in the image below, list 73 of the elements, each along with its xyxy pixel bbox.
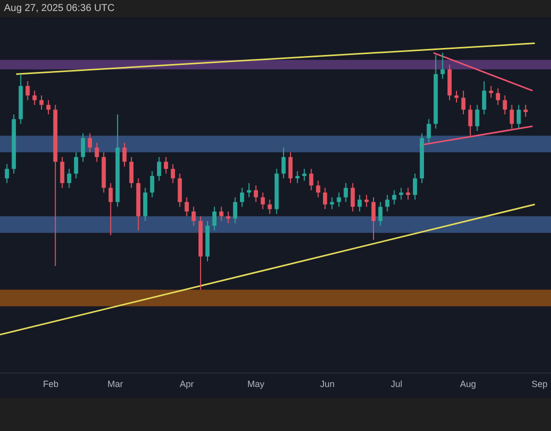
- candlestick: [358, 194, 362, 212]
- candlestick: [496, 88, 500, 106]
- candlestick: [67, 168, 72, 188]
- candlestick: [26, 80, 30, 101]
- candlestick: [322, 187, 328, 210]
- candlestick: [399, 187, 404, 200]
- candlestick: [260, 192, 265, 210]
- candlestick: [150, 170, 154, 198]
- candlestick: [488, 85, 494, 98]
- candlestick: [178, 173, 182, 208]
- candlestick: [510, 104, 514, 130]
- x-tick-label: Feb: [42, 379, 58, 389]
- x-tick-label: Mar: [108, 379, 124, 389]
- candlestick: [406, 187, 410, 200]
- candlestick: [233, 196, 238, 224]
- candlestick: [350, 182, 355, 212]
- candlestick: [32, 90, 37, 106]
- candlestick: [364, 194, 369, 208]
- candlestick: [4, 164, 9, 184]
- candlestick: [412, 173, 418, 200]
- candlestick: [461, 90, 466, 115]
- candlestick: [295, 170, 300, 184]
- candlestick: [157, 156, 162, 182]
- candlestick: [426, 118, 431, 144]
- candlestick: [371, 196, 376, 240]
- candlestick: [302, 168, 306, 182]
- candlestick: [94, 142, 99, 162]
- x-tick-label: Apr: [180, 379, 194, 389]
- x-tick-label: Sep: [531, 379, 548, 389]
- candlestick: [143, 187, 148, 222]
- candlestick: [385, 194, 390, 212]
- candlestick: [88, 132, 92, 153]
- candlestick: [268, 199, 272, 214]
- candlestick: [240, 187, 244, 208]
- candlestick: [170, 164, 175, 184]
- x-tick-label: May: [247, 379, 265, 389]
- candlestick: [46, 100, 50, 115]
- candlestick: [108, 182, 113, 236]
- candlestick: [219, 206, 224, 222]
- candlestick: [482, 80, 486, 115]
- candlestick: [502, 94, 507, 115]
- candlestick: [74, 152, 78, 179]
- candlestick: [330, 196, 334, 210]
- candlestick: [254, 184, 258, 203]
- candlestick: [336, 192, 341, 208]
- x-tick-label: Jul: [390, 379, 402, 389]
- candlestick: [164, 156, 168, 174]
- candlestick: [392, 190, 396, 205]
- candlestick: [454, 90, 459, 104]
- candlestick: [440, 52, 445, 80]
- candlestick: [468, 104, 472, 136]
- candlestick: [309, 168, 314, 191]
- text: Aug 27, 2025 06:36 UTC: [4, 3, 115, 14]
- candlestick: [184, 196, 189, 217]
- x-tick-label: Aug: [460, 379, 476, 389]
- candlestick: [60, 156, 64, 188]
- candlestick: [344, 182, 348, 203]
- candlestick: [288, 152, 293, 184]
- candlestick: [226, 211, 230, 224]
- candlestick: [122, 142, 127, 167]
- candlestick: [378, 202, 382, 226]
- candlestick: [316, 180, 320, 198]
- x-tick-label: Jun: [320, 379, 335, 389]
- candlestick: [475, 104, 480, 132]
- candlestick: [39, 94, 44, 110]
- candlestick: [281, 147, 286, 179]
- candlestick: [192, 206, 196, 226]
- candlestick: [246, 182, 252, 198]
- candlestick: [212, 206, 216, 231]
- candlestick: [80, 132, 86, 162]
- candlestick: [129, 156, 134, 188]
- candlestick: [524, 104, 528, 118]
- candlestick: [516, 104, 521, 130]
